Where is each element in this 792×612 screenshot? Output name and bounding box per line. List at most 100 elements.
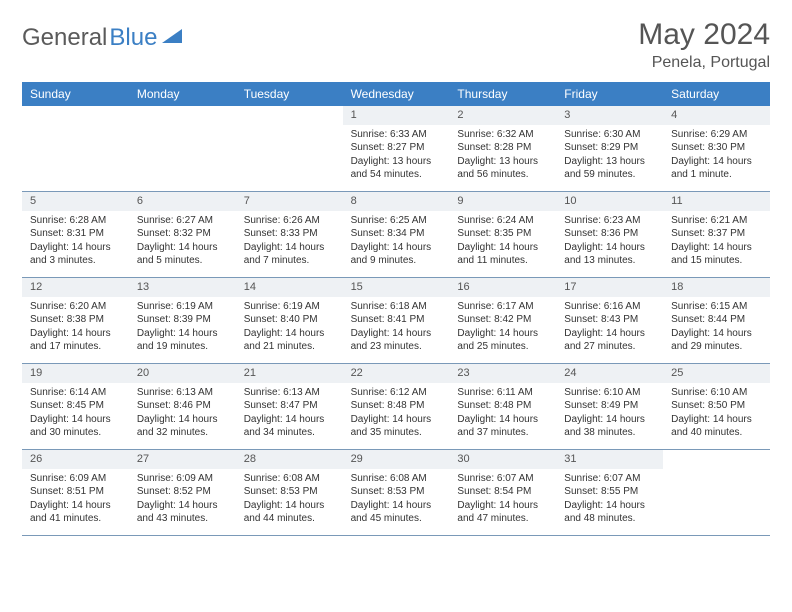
sunset-line: Sunset: 8:55 PM	[564, 485, 655, 499]
sunrise-line: Sunrise: 6:20 AM	[30, 300, 121, 314]
sunrise-line: Sunrise: 6:25 AM	[351, 214, 442, 228]
daylight-line: Daylight: 14 hours and 48 minutes.	[564, 499, 655, 526]
weekday-label: Monday	[129, 82, 236, 106]
daylight-line: Daylight: 13 hours and 54 minutes.	[351, 155, 442, 182]
sunrise-line: Sunrise: 6:10 AM	[564, 386, 655, 400]
sunrise-line: Sunrise: 6:30 AM	[564, 128, 655, 142]
day-info: Sunrise: 6:19 AMSunset: 8:40 PMDaylight:…	[236, 297, 343, 360]
day-number: 13	[129, 278, 236, 297]
day-info: Sunrise: 6:24 AMSunset: 8:35 PMDaylight:…	[449, 211, 556, 274]
day-number: 21	[236, 364, 343, 383]
sunset-line: Sunset: 8:38 PM	[30, 313, 121, 327]
sunset-line: Sunset: 8:51 PM	[30, 485, 121, 499]
day-number: 7	[236, 192, 343, 211]
sunrise-line: Sunrise: 6:13 AM	[244, 386, 335, 400]
sunrise-line: Sunrise: 6:29 AM	[671, 128, 762, 142]
day-number: 3	[556, 106, 663, 125]
calendar-cell: 19Sunrise: 6:14 AMSunset: 8:45 PMDayligh…	[22, 364, 129, 450]
day-info: Sunrise: 6:33 AMSunset: 8:27 PMDaylight:…	[343, 125, 450, 188]
day-info: Sunrise: 6:29 AMSunset: 8:30 PMDaylight:…	[663, 125, 770, 188]
page-title: May 2024	[638, 18, 770, 52]
day-number: 1	[343, 106, 450, 125]
calendar-cell: 27Sunrise: 6:09 AMSunset: 8:52 PMDayligh…	[129, 450, 236, 536]
sunset-line: Sunset: 8:39 PM	[137, 313, 228, 327]
day-info: Sunrise: 6:13 AMSunset: 8:47 PMDaylight:…	[236, 383, 343, 446]
day-number: 24	[556, 364, 663, 383]
daylight-line: Daylight: 14 hours and 25 minutes.	[457, 327, 548, 354]
day-number: 6	[129, 192, 236, 211]
logo-text-blue: Blue	[109, 24, 157, 52]
calendar-cell: 17Sunrise: 6:16 AMSunset: 8:43 PMDayligh…	[556, 278, 663, 364]
calendar-cell	[236, 106, 343, 192]
day-info: Sunrise: 6:19 AMSunset: 8:39 PMDaylight:…	[129, 297, 236, 360]
calendar-body: 1Sunrise: 6:33 AMSunset: 8:27 PMDaylight…	[22, 106, 770, 536]
sunrise-line: Sunrise: 6:10 AM	[671, 386, 762, 400]
day-info: Sunrise: 6:07 AMSunset: 8:55 PMDaylight:…	[556, 469, 663, 532]
calendar-cell: 6Sunrise: 6:27 AMSunset: 8:32 PMDaylight…	[129, 192, 236, 278]
title-block: May 2024 Penela, Portugal	[638, 18, 770, 72]
sunset-line: Sunset: 8:50 PM	[671, 399, 762, 413]
sunset-line: Sunset: 8:46 PM	[137, 399, 228, 413]
sunrise-line: Sunrise: 6:12 AM	[351, 386, 442, 400]
calendar-cell	[663, 450, 770, 536]
calendar-cell: 22Sunrise: 6:12 AMSunset: 8:48 PMDayligh…	[343, 364, 450, 450]
sunset-line: Sunset: 8:37 PM	[671, 227, 762, 241]
sunrise-line: Sunrise: 6:24 AM	[457, 214, 548, 228]
sunrise-line: Sunrise: 6:33 AM	[351, 128, 442, 142]
daylight-line: Daylight: 14 hours and 5 minutes.	[137, 241, 228, 268]
day-number: 30	[449, 450, 556, 469]
calendar-cell: 24Sunrise: 6:10 AMSunset: 8:49 PMDayligh…	[556, 364, 663, 450]
sunset-line: Sunset: 8:44 PM	[671, 313, 762, 327]
daylight-line: Daylight: 14 hours and 27 minutes.	[564, 327, 655, 354]
calendar-cell: 16Sunrise: 6:17 AMSunset: 8:42 PMDayligh…	[449, 278, 556, 364]
weekday-label: Wednesday	[343, 82, 450, 106]
daylight-line: Daylight: 14 hours and 23 minutes.	[351, 327, 442, 354]
sunrise-line: Sunrise: 6:21 AM	[671, 214, 762, 228]
sunset-line: Sunset: 8:29 PM	[564, 141, 655, 155]
daylight-line: Daylight: 14 hours and 1 minute.	[671, 155, 762, 182]
sunset-line: Sunset: 8:41 PM	[351, 313, 442, 327]
day-number: 9	[449, 192, 556, 211]
daylight-line: Daylight: 14 hours and 47 minutes.	[457, 499, 548, 526]
day-info: Sunrise: 6:27 AMSunset: 8:32 PMDaylight:…	[129, 211, 236, 274]
sunset-line: Sunset: 8:54 PM	[457, 485, 548, 499]
day-info: Sunrise: 6:23 AMSunset: 8:36 PMDaylight:…	[556, 211, 663, 274]
sunrise-line: Sunrise: 6:08 AM	[244, 472, 335, 486]
calendar-weekday-header: SundayMondayTuesdayWednesdayThursdayFrid…	[22, 82, 770, 106]
daylight-line: Daylight: 14 hours and 19 minutes.	[137, 327, 228, 354]
sunrise-line: Sunrise: 6:13 AM	[137, 386, 228, 400]
logo-triangle-icon	[162, 27, 184, 50]
calendar-cell: 13Sunrise: 6:19 AMSunset: 8:39 PMDayligh…	[129, 278, 236, 364]
sunrise-line: Sunrise: 6:09 AM	[30, 472, 121, 486]
day-info: Sunrise: 6:10 AMSunset: 8:50 PMDaylight:…	[663, 383, 770, 446]
day-number: 16	[449, 278, 556, 297]
daylight-line: Daylight: 14 hours and 45 minutes.	[351, 499, 442, 526]
day-info: Sunrise: 6:12 AMSunset: 8:48 PMDaylight:…	[343, 383, 450, 446]
calendar-cell: 7Sunrise: 6:26 AMSunset: 8:33 PMDaylight…	[236, 192, 343, 278]
day-info: Sunrise: 6:08 AMSunset: 8:53 PMDaylight:…	[236, 469, 343, 532]
daylight-line: Daylight: 14 hours and 40 minutes.	[671, 413, 762, 440]
day-info: Sunrise: 6:21 AMSunset: 8:37 PMDaylight:…	[663, 211, 770, 274]
calendar-cell: 26Sunrise: 6:09 AMSunset: 8:51 PMDayligh…	[22, 450, 129, 536]
sunset-line: Sunset: 8:47 PM	[244, 399, 335, 413]
day-number: 12	[22, 278, 129, 297]
calendar-cell: 30Sunrise: 6:07 AMSunset: 8:54 PMDayligh…	[449, 450, 556, 536]
daylight-line: Daylight: 14 hours and 7 minutes.	[244, 241, 335, 268]
weekday-label: Sunday	[22, 82, 129, 106]
daylight-line: Daylight: 14 hours and 11 minutes.	[457, 241, 548, 268]
calendar-cell: 18Sunrise: 6:15 AMSunset: 8:44 PMDayligh…	[663, 278, 770, 364]
daylight-line: Daylight: 14 hours and 13 minutes.	[564, 241, 655, 268]
calendar-cell: 5Sunrise: 6:28 AMSunset: 8:31 PMDaylight…	[22, 192, 129, 278]
weekday-label: Saturday	[663, 82, 770, 106]
day-number: 14	[236, 278, 343, 297]
sunset-line: Sunset: 8:45 PM	[30, 399, 121, 413]
calendar-cell: 20Sunrise: 6:13 AMSunset: 8:46 PMDayligh…	[129, 364, 236, 450]
day-number: 10	[556, 192, 663, 211]
sunrise-line: Sunrise: 6:27 AM	[137, 214, 228, 228]
day-number: 23	[449, 364, 556, 383]
sunset-line: Sunset: 8:36 PM	[564, 227, 655, 241]
day-info: Sunrise: 6:26 AMSunset: 8:33 PMDaylight:…	[236, 211, 343, 274]
daylight-line: Daylight: 14 hours and 30 minutes.	[30, 413, 121, 440]
sunrise-line: Sunrise: 6:08 AM	[351, 472, 442, 486]
day-info: Sunrise: 6:09 AMSunset: 8:52 PMDaylight:…	[129, 469, 236, 532]
